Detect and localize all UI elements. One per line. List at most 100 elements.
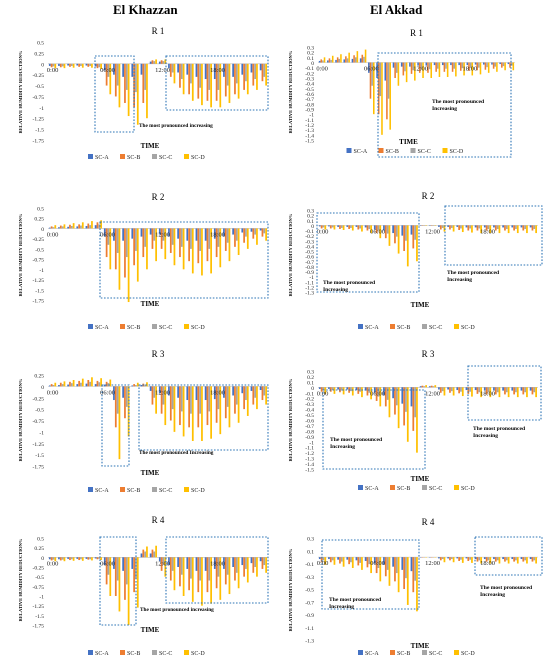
legend-swatch-sc-a bbox=[358, 650, 363, 655]
bar-sc-d bbox=[246, 386, 249, 416]
bar-sc-a bbox=[85, 557, 88, 559]
bar-sc-c bbox=[469, 62, 472, 68]
y-tick-label: -1 bbox=[39, 595, 44, 601]
legend-label: SC-D bbox=[461, 325, 475, 331]
bar-sc-b bbox=[386, 62, 388, 120]
chart-panel-5: R 10.30.20.10-0.1-0.2-0.3-0.4-0.5-0.6-0.… bbox=[288, 28, 515, 158]
right-panel-title: El Akkad bbox=[370, 2, 423, 17]
y-tick-label: -0.7 bbox=[305, 600, 314, 606]
x-tick-label: 18:00 bbox=[210, 67, 225, 74]
annotation-line: Increasing bbox=[323, 287, 348, 293]
bar-sc-a bbox=[241, 228, 244, 233]
bar-sc-d bbox=[155, 545, 157, 558]
bar-sc-c bbox=[460, 557, 462, 560]
bar-sc-c bbox=[80, 557, 82, 560]
bar-sc-c bbox=[180, 63, 183, 80]
bar-sc-c bbox=[190, 228, 192, 249]
bar-sc-a bbox=[337, 557, 339, 560]
y-tick-label: -0.9 bbox=[305, 613, 314, 619]
bar-sc-b bbox=[124, 228, 126, 278]
bar-sc-b bbox=[197, 557, 200, 593]
bar-sc-b bbox=[197, 386, 200, 428]
x-tick-label: 06:00 bbox=[364, 66, 379, 73]
bar-sc-d bbox=[397, 62, 400, 86]
bar-sc-b bbox=[329, 225, 332, 229]
bar-sc-b bbox=[357, 557, 360, 566]
legend-swatch-sc-c bbox=[152, 650, 157, 655]
bar-sc-c bbox=[405, 557, 407, 579]
bar-sc-a bbox=[149, 386, 152, 391]
bar-sc-d bbox=[265, 557, 267, 573]
bar-sc-a bbox=[474, 62, 477, 65]
legend-label: SC-C bbox=[159, 488, 172, 494]
bar-sc-b bbox=[169, 228, 172, 253]
bar-sc-a bbox=[232, 63, 234, 77]
y-axis-label: RELATIVE HUMIDITY REDUCTION% bbox=[288, 548, 293, 631]
legend-swatch-sc-d bbox=[454, 324, 459, 329]
bar-sc-c bbox=[208, 557, 211, 581]
bar-sc-b bbox=[361, 54, 364, 63]
bar-sc-a bbox=[85, 383, 88, 387]
bar-sc-b bbox=[69, 224, 71, 229]
bar-sc-c bbox=[153, 386, 156, 398]
bar-sc-a bbox=[409, 62, 411, 67]
bar-sc-b bbox=[458, 387, 460, 394]
bar-sc-a bbox=[376, 62, 378, 78]
x-tick-label: 12:00 bbox=[155, 389, 170, 396]
x-tick-label: 06:00 bbox=[370, 390, 385, 397]
bar-sc-b bbox=[124, 557, 126, 600]
bar-sc-a bbox=[76, 63, 79, 66]
bar-sc-b bbox=[329, 557, 332, 563]
bar-sc-d bbox=[136, 63, 139, 125]
legend-swatch-sc-a bbox=[88, 324, 93, 329]
bar-sc-b bbox=[501, 62, 503, 68]
bar-sc-a bbox=[502, 225, 504, 228]
bar-sc-d bbox=[333, 387, 336, 394]
bar-sc-d bbox=[340, 54, 342, 63]
bar-sc-a bbox=[213, 228, 216, 239]
bar-sc-d bbox=[136, 557, 139, 608]
bar-sc-c bbox=[52, 227, 55, 229]
bar-sc-a bbox=[259, 386, 262, 391]
y-tick-label: -1.2 bbox=[305, 123, 314, 129]
bar-sc-c bbox=[469, 557, 471, 560]
bar-sc-d bbox=[265, 386, 267, 405]
bar-sc-a bbox=[223, 63, 225, 77]
bar-sc-a bbox=[48, 385, 51, 387]
bar-sc-d bbox=[507, 387, 510, 398]
y-tick-label: -0.1 bbox=[305, 391, 314, 397]
bar-sc-a bbox=[401, 225, 404, 236]
bar-sc-c bbox=[107, 63, 110, 77]
bar-sc-d bbox=[201, 63, 203, 106]
bar-sc-d bbox=[182, 386, 185, 437]
y-tick-label: -0.6 bbox=[305, 92, 314, 98]
bar-sc-a bbox=[140, 228, 143, 237]
bar-sc-d bbox=[219, 63, 222, 108]
bar-sc-b bbox=[151, 60, 154, 64]
bar-sc-d bbox=[389, 62, 391, 130]
bar-sc-a bbox=[520, 225, 523, 228]
bar-sc-d bbox=[146, 546, 148, 558]
bar-sc-c bbox=[379, 62, 382, 97]
bar-sc-c bbox=[414, 387, 416, 418]
annotation-line: The most pronounced bbox=[473, 426, 526, 432]
y-tick-label: -0.3 bbox=[305, 402, 314, 408]
bar-sc-b bbox=[169, 63, 172, 77]
bar-sc-c bbox=[61, 384, 64, 387]
bar-sc-b bbox=[50, 384, 53, 387]
y-axis-label: RELATIVE HUMIDITY REDUCTION% bbox=[288, 213, 293, 296]
bar-sc-b bbox=[160, 386, 163, 414]
bar-sc-a bbox=[177, 63, 179, 73]
chart-title: R 4 bbox=[152, 515, 165, 525]
bar-sc-a bbox=[493, 225, 495, 228]
bar-sc-d bbox=[471, 557, 473, 563]
bar-sc-c bbox=[162, 228, 165, 241]
bar-sc-a bbox=[529, 557, 532, 560]
bar-sc-b bbox=[69, 381, 71, 387]
bar-sc-a bbox=[195, 228, 198, 241]
x-tick-label: 0:00 bbox=[47, 560, 59, 567]
bar-sc-b bbox=[59, 225, 62, 229]
bar-sc-c bbox=[61, 63, 64, 67]
legend-label: SC-C bbox=[429, 486, 442, 492]
y-tick-label: -0.9 bbox=[305, 435, 314, 441]
